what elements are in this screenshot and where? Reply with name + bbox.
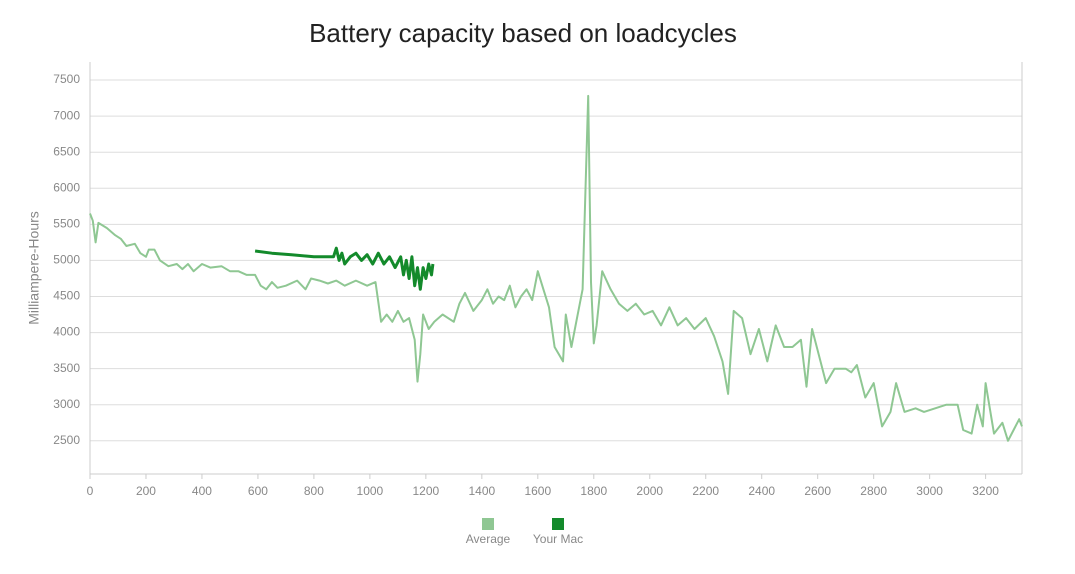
chart-title: Battery capacity based on loadcycles xyxy=(309,18,737,48)
x-tick-label: 800 xyxy=(304,484,324,498)
x-tick-label: 400 xyxy=(192,484,212,498)
legend-label: Your Mac xyxy=(533,532,583,546)
y-tick-label: 5500 xyxy=(53,217,80,231)
x-tick-label: 2200 xyxy=(692,484,719,498)
y-tick-label: 7000 xyxy=(53,108,80,122)
x-tick-label: 2400 xyxy=(748,484,775,498)
x-tick-label: 3200 xyxy=(972,484,999,498)
series-line xyxy=(89,94,1023,442)
y-tick-label: 6500 xyxy=(53,144,80,158)
x-tick-label: 600 xyxy=(248,484,268,498)
y-axis-label: Milliampere-Hours xyxy=(26,211,42,325)
y-tick-label: 3500 xyxy=(53,361,80,375)
x-tick-label: 2600 xyxy=(804,484,831,498)
y-tick-label: 7500 xyxy=(53,72,80,86)
legend-label: Average xyxy=(466,532,511,546)
series-line xyxy=(254,246,435,291)
x-tick-label: 2000 xyxy=(636,484,663,498)
y-tick-label: 5000 xyxy=(53,253,80,267)
x-tick-label: 1400 xyxy=(468,484,495,498)
y-tick-label: 2500 xyxy=(53,433,80,447)
legend-swatch xyxy=(482,518,494,530)
y-tick-label: 4500 xyxy=(53,289,80,303)
x-tick-label: 3000 xyxy=(916,484,943,498)
x-tick-label: 0 xyxy=(87,484,94,498)
legend-swatch xyxy=(552,518,564,530)
x-tick-label: 1200 xyxy=(413,484,440,498)
y-tick-label: 3000 xyxy=(53,397,80,411)
y-tick-label: 4000 xyxy=(53,325,80,339)
x-tick-label: 200 xyxy=(136,484,156,498)
x-tick-label: 1600 xyxy=(524,484,551,498)
x-tick-label: 1800 xyxy=(580,484,607,498)
x-tick-label: 2800 xyxy=(860,484,887,498)
y-tick-label: 6000 xyxy=(53,180,80,194)
x-tick-label: 1000 xyxy=(357,484,384,498)
